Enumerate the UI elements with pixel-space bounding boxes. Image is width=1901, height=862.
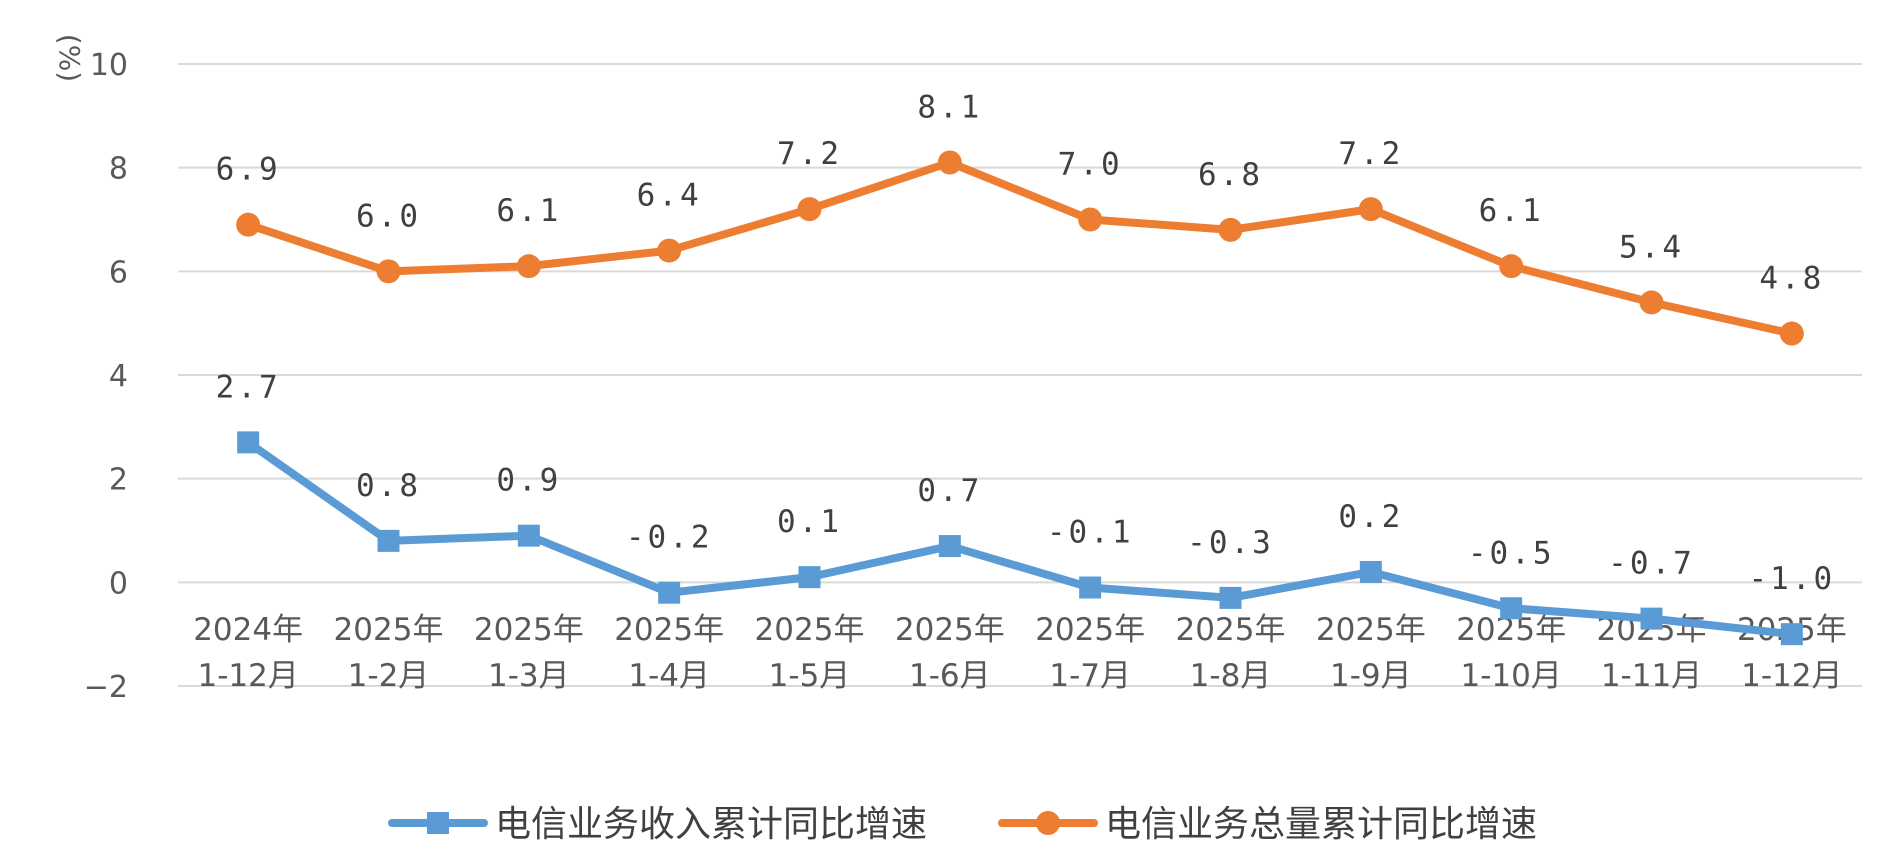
y-tick-label: 6 [109,255,128,290]
x-tick-label-period: 1-2月 [348,658,430,694]
data-point-revenue [517,524,540,547]
data-point-volume [1218,217,1243,242]
y-tick-label: 2 [109,463,128,498]
data-point-revenue [798,566,821,589]
x-tick-label-year: 2025年 [614,612,724,648]
data-label-revenue: -0.2 [626,520,713,556]
data-point-volume [1078,207,1103,232]
y-tick-label: 8 [109,152,128,187]
data-point-revenue [1219,586,1242,609]
legend-marker [1036,811,1060,835]
data-label-volume: 6.8 [1198,157,1263,193]
y-tick-label: 4 [109,359,128,394]
x-tick-label-period: 1-11月 [1601,658,1702,694]
x-tick-label-period: 1-12月 [1741,658,1842,694]
x-tick-label-year: 2025年 [1035,612,1145,648]
x-tick-label-year: 2025年 [474,612,584,648]
data-point-volume [236,212,261,237]
data-point-revenue [237,431,260,454]
data-label-revenue: -1.0 [1749,561,1836,597]
y-tick-label: 10 [90,48,128,83]
data-point-volume [1779,321,1804,346]
data-point-revenue [377,529,400,552]
data-point-revenue [1500,597,1523,620]
gridlines [178,63,1862,687]
data-labels: 2.7 0.8 0.9 -0.2 0.1 0.7 -0.1 -0.3 0.2 -0.5 -0.7 -1… [216,89,1836,597]
data-label-revenue: -0.7 [1608,546,1695,582]
series-line-volume [244,158,1796,338]
y-tick-label: 0 [109,566,128,601]
data-point-volume [797,197,822,222]
data-label-volume: 7.2 [1338,136,1403,172]
series-group [236,150,1804,646]
data-label-volume: 6.0 [356,198,421,234]
data-label-volume: 8.1 [917,89,982,125]
x-tick-label-year: 2025年 [1176,612,1286,648]
data-label-revenue: 0.9 [496,463,561,499]
x-tick-label-year: 2025年 [895,612,1005,648]
data-point-volume [516,254,541,279]
data-label-revenue: -0.1 [1047,515,1134,551]
data-point-volume [1499,254,1524,279]
x-tick-label-period: 1-12月 [197,658,298,694]
data-label-revenue: -0.3 [1187,525,1274,561]
data-point-revenue [1359,560,1382,583]
data-point-revenue [1079,576,1102,599]
legend: 电信业务收入累计同比增速 电信业务总量累计同比增速 [388,804,1537,845]
legend-marker [427,812,449,834]
x-tick-label-period: 1-9月 [1330,658,1412,694]
data-label-volume: 6.9 [216,152,281,188]
data-label-revenue: 0.2 [1338,499,1403,535]
data-label-volume: 6.1 [496,193,561,229]
data-label-revenue: 0.8 [356,468,421,504]
data-point-volume [1358,197,1383,222]
data-label-revenue: 0.7 [917,473,982,509]
x-axis-ticks: 2024年 1-12月 2025年 1-2月 2025年 1-3月 2025年 1-4月 202… [193,612,1847,694]
data-label-volume: 7.0 [1058,147,1123,183]
x-tick-label-period: 1-5月 [769,658,851,694]
data-point-revenue [1780,623,1803,646]
data-point-revenue [658,581,681,604]
data-point-volume [657,238,682,263]
x-tick-label-year: 2025年 [755,612,865,648]
data-label-revenue: -0.5 [1468,535,1555,571]
y-axis-unit-label: (%) [53,34,86,82]
x-tick-label-period: 1-4月 [628,658,710,694]
x-tick-label-period: 1-6月 [909,658,991,694]
x-tick-label-period: 1-8月 [1190,658,1272,694]
data-point-volume [376,259,401,284]
x-tick-label-period: 1-3月 [488,658,570,694]
series-line-revenue [244,438,1796,639]
legend-label: 电信业务收入累计同比增速 [495,804,927,845]
legend-label: 电信业务总量累计同比增速 [1105,804,1537,845]
x-tick-label-year: 2024年 [193,612,303,648]
data-label-revenue: 2.7 [216,369,281,405]
x-tick-label-year: 2025年 [1316,612,1426,648]
y-axis-ticks: −2 0 2 4 6 8 10 [84,48,128,705]
data-point-revenue [938,535,961,558]
data-label-volume: 5.4 [1619,229,1684,265]
x-tick-label-year: 2025年 [334,612,444,648]
data-label-volume: 6.1 [1479,193,1544,229]
data-label-volume: 4.8 [1759,261,1824,297]
data-point-volume [1639,290,1664,315]
x-tick-label-period: 1-7月 [1049,658,1131,694]
data-label-volume: 6.4 [637,178,702,214]
x-tick-label-period: 1-10月 [1460,658,1561,694]
data-point-volume [937,150,962,175]
data-point-revenue [1640,607,1663,630]
data-label-volume: 7.2 [777,136,842,172]
y-tick-label: −2 [84,670,128,705]
data-label-revenue: 0.1 [777,504,842,540]
